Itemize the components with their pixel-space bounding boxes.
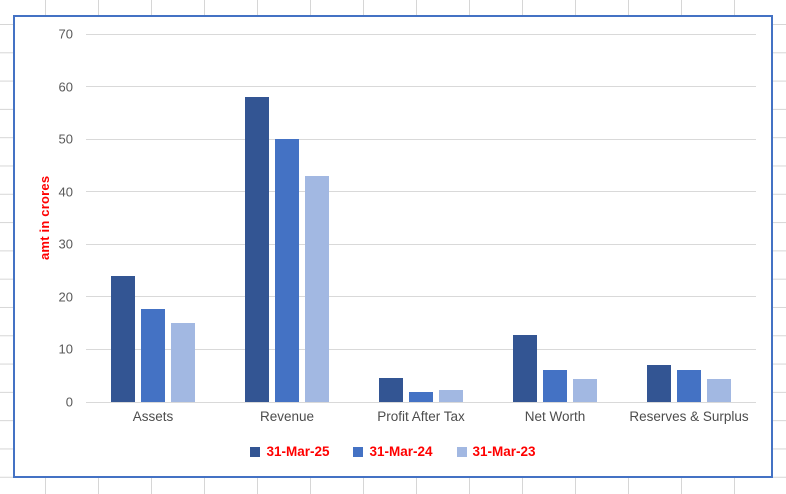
bar-31-Mar-25[interactable] <box>647 365 671 402</box>
x-axis-category-label: Assets <box>132 409 174 424</box>
bar-group <box>622 34 756 402</box>
plot-area[interactable] <box>86 33 756 403</box>
bar-31-Mar-23[interactable] <box>707 379 731 402</box>
y-axis-tick-labels: 0 10 20 30 40 50 60 70 <box>15 27 73 410</box>
plot-gridline <box>86 191 756 193</box>
legend-item[interactable]: 31-Mar-24 <box>353 444 433 459</box>
x-axis-category-label: Revenue <box>259 409 315 424</box>
bar-31-Mar-25[interactable] <box>513 335 537 402</box>
y-axis-tick-label: 10 <box>58 341 73 357</box>
x-axis-category-labels: Assets Revenue Profit After Tax Net Worth Re… <box>86 409 756 424</box>
legend[interactable]: 31-Mar-25 31-Mar-24 31-Mar-23 <box>15 444 771 459</box>
x-axis-category-label: Reserves & Surplus <box>629 409 749 424</box>
legend-label: 31-Mar-25 <box>266 444 330 459</box>
y-axis-tick-label: 60 <box>58 79 73 95</box>
bar-31-Mar-23[interactable] <box>573 378 597 402</box>
bar-group <box>220 34 354 402</box>
bar-31-Mar-23[interactable] <box>305 175 329 402</box>
plot-gridline <box>86 138 756 140</box>
y-axis-tick-label: 0 <box>65 394 73 410</box>
plot-gridline <box>86 348 756 350</box>
bar-31-Mar-23[interactable] <box>439 390 463 402</box>
legend-swatch-icon <box>456 446 467 457</box>
legend-swatch-icon <box>250 446 261 457</box>
bar-31-Mar-24[interactable] <box>141 309 165 402</box>
y-axis-tick-label: 20 <box>58 289 73 305</box>
x-axis-category-label: Net Worth <box>524 409 586 424</box>
y-axis-tick-label: 30 <box>58 236 73 252</box>
bar-group <box>488 34 622 402</box>
legend-item[interactable]: 31-Mar-25 <box>250 444 329 459</box>
bar-31-Mar-25[interactable] <box>379 378 403 402</box>
bar-31-Mar-24[interactable] <box>543 370 567 402</box>
bar-31-Mar-25[interactable] <box>245 97 269 402</box>
bar-31-Mar-24[interactable] <box>409 392 433 402</box>
bar-group <box>354 34 488 402</box>
bar-31-Mar-24[interactable] <box>275 139 299 402</box>
bar-31-Mar-23[interactable] <box>171 323 195 402</box>
bar-31-Mar-25[interactable] <box>111 275 135 402</box>
y-axis-tick-label: 50 <box>58 131 73 147</box>
y-axis-tick-label: 40 <box>58 184 73 200</box>
plot-gridline <box>86 402 756 403</box>
x-axis-category-label: Profit After Tax <box>377 409 465 424</box>
y-axis-tick-label: 70 <box>58 26 73 42</box>
plot-gridline <box>86 296 756 298</box>
bar-31-Mar-24[interactable] <box>677 370 701 402</box>
chart[interactable]: amt in crores 0 10 20 30 40 50 60 70 Assets Reve… <box>13 15 773 478</box>
bar-group <box>86 34 220 402</box>
legend-swatch-icon <box>353 446 364 457</box>
legend-label: 31-Mar-24 <box>369 444 433 459</box>
legend-label: 31-Mar-23 <box>472 444 536 459</box>
plot-gridline <box>86 86 756 88</box>
plot-gridline <box>86 243 756 245</box>
plot-gridline <box>86 33 756 35</box>
legend-item[interactable]: 31-Mar-23 <box>456 444 536 459</box>
